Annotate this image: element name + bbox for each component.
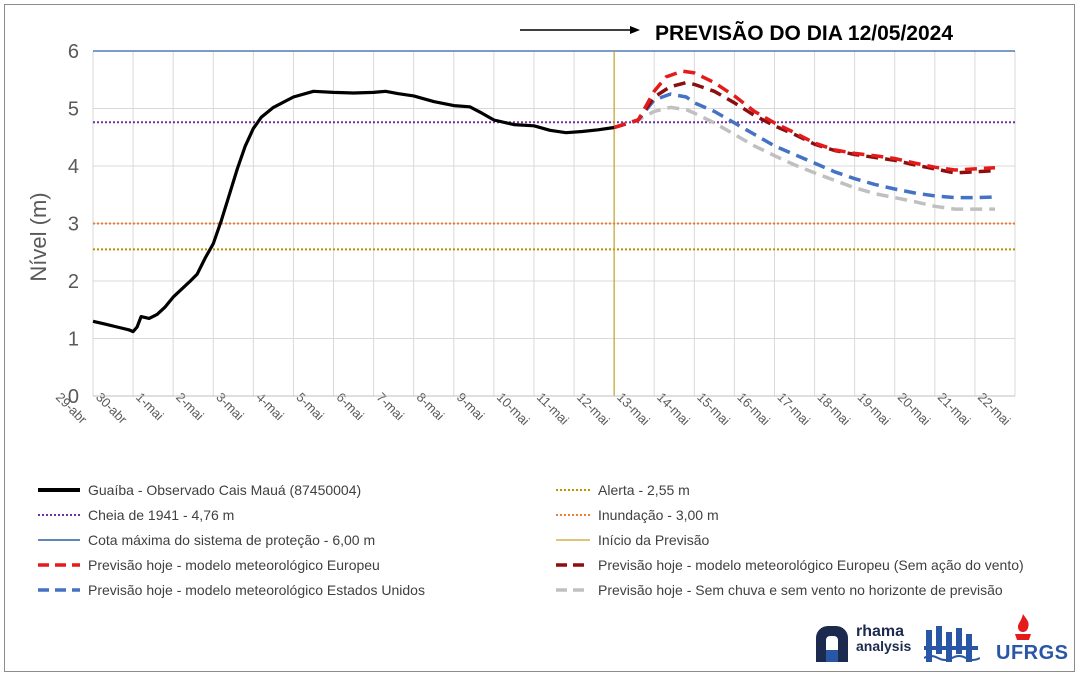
x-tick-label: 13-mai [614, 390, 653, 429]
x-tick-label: 5-mai [293, 390, 327, 424]
x-tick-label: 10-mai [494, 390, 533, 429]
rhama-logo-line1: rhama [856, 623, 905, 640]
x-tick-label: 22-mai [975, 390, 1014, 429]
x-tick-label: 8-mai [414, 390, 448, 424]
series-line [613, 105, 995, 211]
x-tick-label: 11-mai [534, 390, 572, 428]
ufrgs-logo-text: UFRGS [996, 642, 1069, 664]
ufrgs-flame-icon [1015, 614, 1031, 640]
y-tick-label: 4 [68, 156, 79, 178]
rhama-logo-line2: analysis [856, 638, 912, 654]
x-tick-label: 12-mai [574, 390, 613, 429]
x-tick-label: 30-abr [93, 390, 131, 428]
x-tick-label: 7-mai [374, 390, 408, 424]
x-tick-label: 21-mai [935, 390, 974, 429]
x-tick-label: 15-mai [694, 390, 733, 429]
series-line [613, 92, 996, 200]
y-tick-label: 3 [68, 214, 79, 236]
rhama-logo-text: rhama analysis [856, 624, 911, 654]
x-tick-label: 17-mai [774, 390, 813, 429]
chart-title: PREVISÃO DO DIA 12/05/2024 [655, 22, 953, 45]
x-tick-label: 4-mai [253, 390, 287, 424]
iph-logo-icon [924, 626, 980, 662]
series-line [613, 69, 996, 172]
x-tick-label: 3-mai [213, 390, 247, 424]
y-tick-label: 2 [68, 271, 79, 293]
x-tick-label: 9-mai [454, 390, 488, 424]
y-tick-label: 1 [68, 329, 79, 351]
x-tick-label: 16-mai [734, 390, 773, 429]
series-line [92, 89, 615, 334]
y-tick-label: 0 [68, 386, 79, 408]
logos: rhama analysis UFRGS [808, 612, 1070, 670]
title-arrow-head [630, 26, 640, 34]
x-tick-label: 14-mai [654, 390, 693, 429]
x-tick-label: 6-mai [333, 390, 367, 424]
title-group: PREVISÃO DO DIA 12/05/2024 [520, 22, 953, 45]
x-tick-label: 18-mai [815, 390, 854, 429]
x-tick-label: 19-mai [855, 390, 894, 429]
x-tick-label: 2-mai [173, 390, 207, 424]
y-tick-label: 5 [68, 99, 79, 121]
y-axis-label: Nível (m) [26, 192, 51, 281]
series-lines [92, 69, 996, 334]
y-tick-label: 6 [68, 41, 79, 63]
x-tick-label: 20-mai [895, 390, 934, 429]
rhama-logo-icon [816, 626, 848, 662]
x-tick-label: 1-mai [133, 390, 167, 424]
reference-lines [93, 50, 1015, 396]
